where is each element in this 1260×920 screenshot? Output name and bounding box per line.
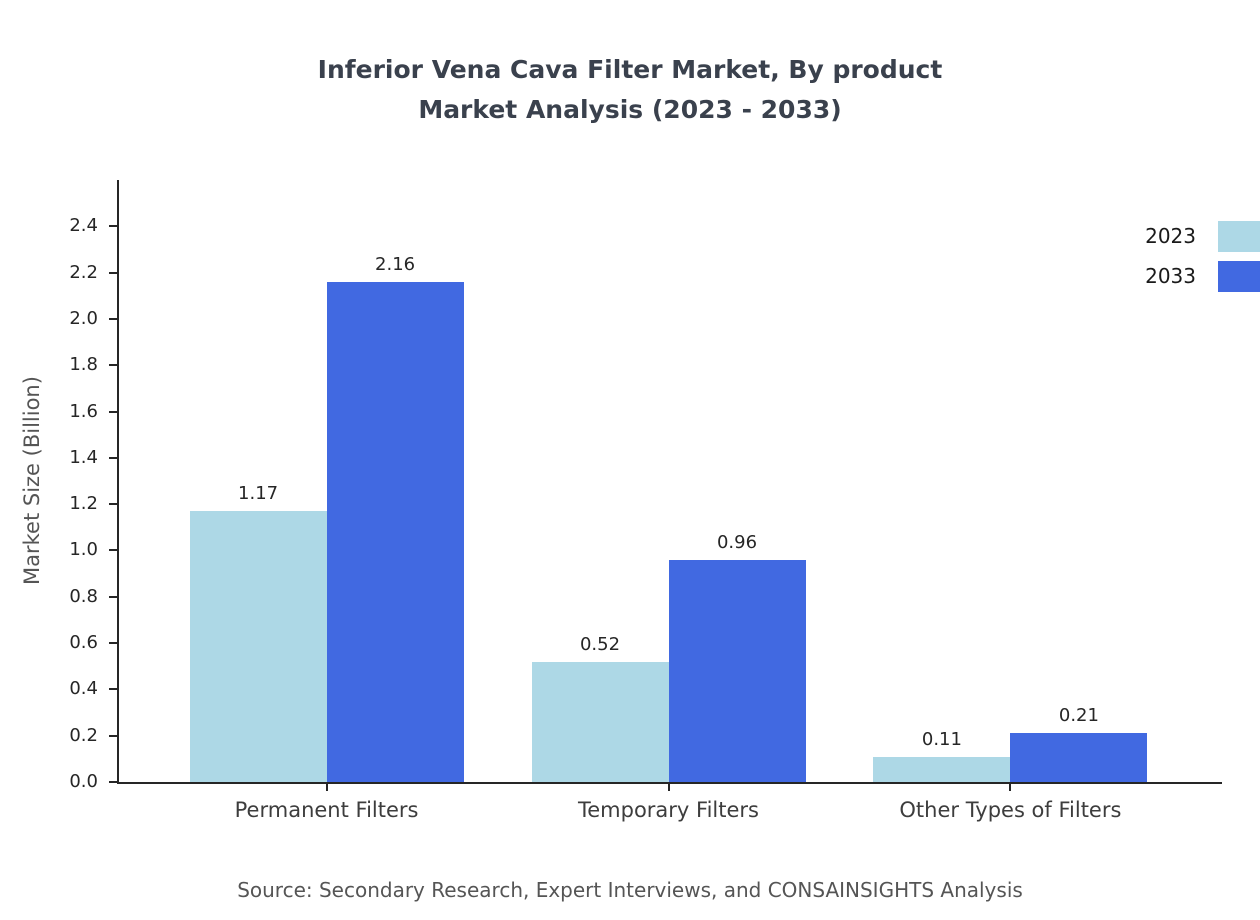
bar-value-label: 0.96 <box>716 531 758 553</box>
y-tick-mark <box>109 271 117 274</box>
bar-value-label: 1.17 <box>238 483 279 505</box>
y-tick-mark <box>109 317 117 320</box>
y-tick-mark <box>109 364 117 367</box>
bar-value-label: 0.11 <box>921 728 962 750</box>
y-tick-label: 0.2 <box>69 724 98 746</box>
y-tick-label: 0.8 <box>69 585 98 607</box>
y-tick-mark <box>109 549 117 552</box>
bar-2023-1 <box>189 511 327 782</box>
source-note: Source: Secondary Research, Expert Inter… <box>237 878 1023 902</box>
x-tick-mark <box>325 784 328 791</box>
y-tick-mark <box>109 225 117 228</box>
chart-title-line2: Market Analysis (2023 - 2033) <box>418 95 842 124</box>
plot-area <box>117 180 1222 784</box>
legend-swatch-2033 <box>1218 261 1260 292</box>
y-tick-label: 0.6 <box>69 632 98 654</box>
category-label: Other Types of Filters <box>899 798 1122 822</box>
y-tick-label: 0.4 <box>69 678 98 700</box>
y-tick-mark <box>109 688 117 691</box>
chart-title: Inferior Vena Cava Filter Market, By pro… <box>0 50 1260 130</box>
bar-value-label: 0.52 <box>579 633 621 655</box>
bar-2033-3 <box>1010 733 1148 782</box>
y-tick-label: 1.6 <box>69 400 98 422</box>
y-tick-label: 2.2 <box>69 261 98 283</box>
y-tick-mark <box>109 781 117 783</box>
category-label: Temporary Filters <box>577 798 759 822</box>
y-tick-mark <box>109 734 117 737</box>
bar-2033-1 <box>326 281 464 782</box>
y-tick-label: 2.0 <box>69 307 98 329</box>
bar-2033-2 <box>668 559 806 782</box>
x-tick-mark <box>667 784 670 791</box>
category-label: Permanent Filters <box>234 798 419 822</box>
y-tick-mark <box>109 642 117 645</box>
y-tick-label: 1.0 <box>69 539 98 561</box>
y-tick-mark <box>109 456 117 459</box>
chart-title-line1: Inferior Vena Cava Filter Market, By pro… <box>317 55 943 84</box>
bar-value-label: 2.16 <box>375 253 416 275</box>
bar-2023-2 <box>531 661 669 782</box>
y-tick-label: 1.4 <box>69 446 98 468</box>
y-tick-mark <box>109 503 117 506</box>
y-tick-label: 1.8 <box>69 354 98 376</box>
legend-label-2033: 2033 <box>1145 264 1196 288</box>
y-tick-label: 1.2 <box>69 493 98 515</box>
legend-swatch-2023 <box>1218 221 1260 252</box>
y-tick-mark <box>109 410 117 413</box>
bar-2023-3 <box>873 756 1011 782</box>
y-tick-label: 0.0 <box>69 771 98 792</box>
x-tick-mark <box>1009 784 1012 791</box>
y-tick-label: 2.4 <box>69 215 98 237</box>
bar-value-label: 0.21 <box>1058 705 1099 727</box>
legend-label-2023: 2023 <box>1145 224 1196 248</box>
y-tick-mark <box>109 595 117 598</box>
